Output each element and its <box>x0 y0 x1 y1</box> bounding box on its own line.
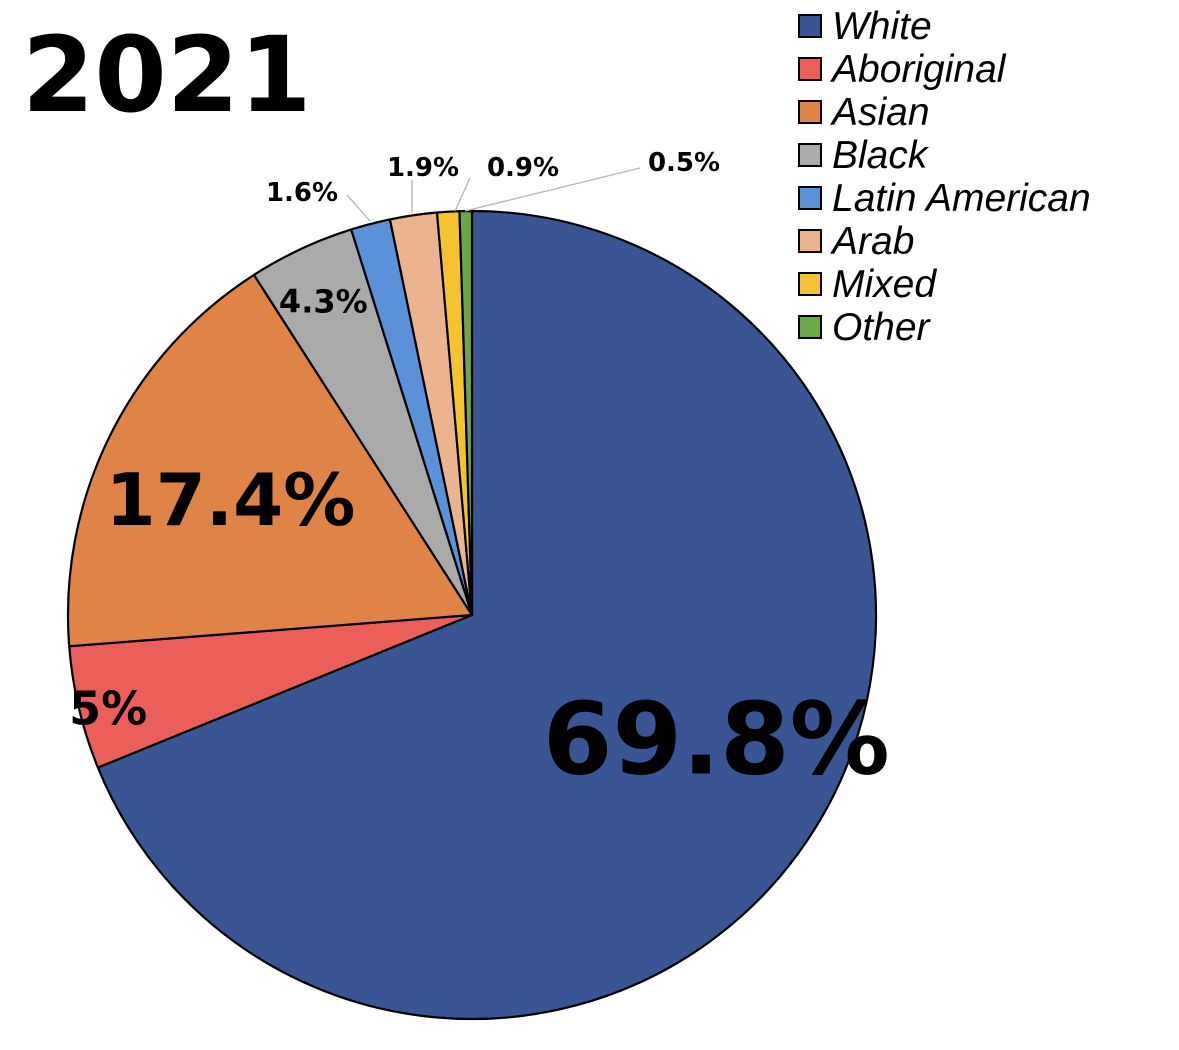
data-label-asian: 17.4% <box>106 458 356 542</box>
legend-swatch-black <box>798 143 822 167</box>
legend-label-aboriginal: Aboriginal <box>830 48 1007 91</box>
legend-label-arab: Arab <box>830 220 914 263</box>
slice-white <box>96 209 878 1021</box>
legend-label-black: Black <box>832 134 930 177</box>
data-label-mixed: 0.9% <box>487 153 559 183</box>
legend-swatch-aboriginal <box>798 57 822 81</box>
leader-line-latin-american <box>346 194 371 222</box>
data-label-aboriginal: 5% <box>69 682 147 736</box>
legend-label-mixed: Mixed <box>832 263 937 306</box>
legend-swatch-asian <box>798 100 822 124</box>
legend-label-other: Other <box>832 306 932 349</box>
pie-slices <box>66 209 878 1021</box>
data-label-white: 69.8% <box>543 680 890 797</box>
legend-label-asian: Asian <box>830 91 930 134</box>
legend-label-latin-american: Latin American <box>832 177 1091 220</box>
legend-swatch-arab <box>798 229 822 253</box>
slice-asian <box>66 273 474 648</box>
leader-line-mixed <box>454 177 471 212</box>
legend-label-white: White <box>832 5 932 48</box>
data-label-latin-american: 1.6% <box>266 178 338 208</box>
label-leader-lines <box>346 167 641 222</box>
data-labels: 69.8% 5% 17.4% 4.3% 1.6% 1.9% 0.9% 0.5% <box>69 148 890 797</box>
data-label-black: 4.3% <box>279 283 368 321</box>
legend-swatch-latin-american <box>798 186 822 210</box>
legend-swatch-white <box>798 14 822 38</box>
legend-swatch-other <box>798 315 822 339</box>
data-label-arab: 1.9% <box>387 153 459 183</box>
data-label-other: 0.5% <box>648 148 720 178</box>
leader-line-other <box>464 167 641 212</box>
chart-title: 2021 <box>22 14 311 136</box>
legend-swatch-mixed <box>798 272 822 296</box>
